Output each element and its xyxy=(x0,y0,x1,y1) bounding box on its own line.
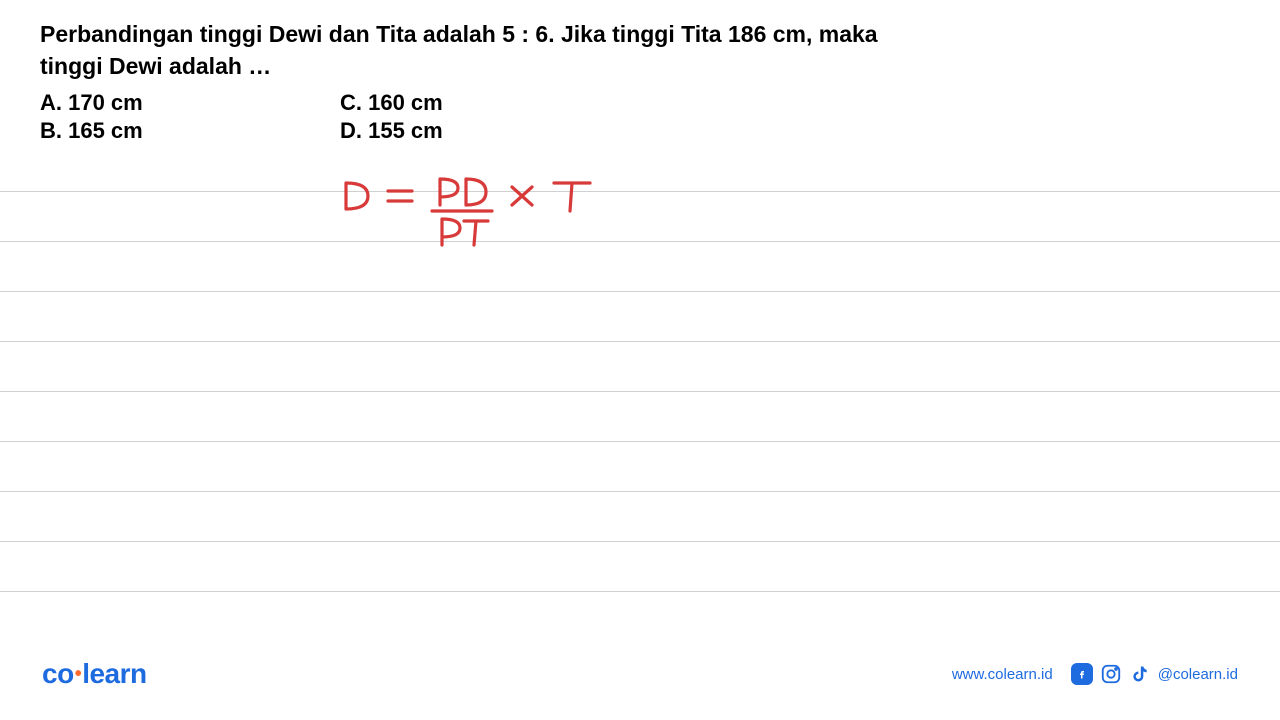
facebook-icon xyxy=(1071,663,1093,685)
tiktok-icon xyxy=(1129,663,1151,685)
logo-dot: • xyxy=(75,663,82,685)
option-a: A. 170 cm xyxy=(40,90,340,116)
options-col-right: C. 160 cm D. 155 cm xyxy=(340,90,640,144)
question-block: Perbandingan tinggi Dewi dan Tita adalah… xyxy=(40,18,910,82)
footer: co•learn www.colearn.id @colearn.id xyxy=(0,650,1280,698)
social-handle: @colearn.id xyxy=(1158,666,1238,683)
logo-co: co xyxy=(42,658,74,689)
option-d: D. 155 cm xyxy=(340,118,640,144)
social-icons: @colearn.id xyxy=(1071,663,1238,685)
option-c: C. 160 cm xyxy=(340,90,640,116)
handwriting-formula xyxy=(340,175,700,255)
footer-right: www.colearn.id @colearn.id xyxy=(952,663,1238,685)
content-area: Perbandingan tinggi Dewi dan Tita adalah… xyxy=(0,0,1280,144)
footer-url: www.colearn.id xyxy=(952,666,1053,683)
option-b: B. 165 cm xyxy=(40,118,340,144)
options-col-left: A. 170 cm B. 165 cm xyxy=(40,90,340,144)
logo: co•learn xyxy=(42,658,147,690)
instagram-icon xyxy=(1100,663,1122,685)
question-text: Perbandingan tinggi Dewi dan Tita adalah… xyxy=(40,21,878,79)
logo-learn: learn xyxy=(82,658,146,689)
options-block: A. 170 cm B. 165 cm C. 160 cm D. 155 cm xyxy=(40,90,910,144)
